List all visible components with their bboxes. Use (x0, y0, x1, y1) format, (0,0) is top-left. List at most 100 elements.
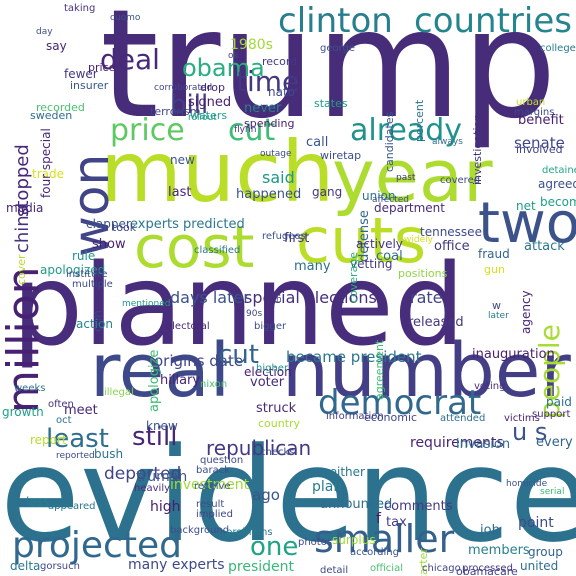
word-every: every (536, 435, 573, 450)
word-said: said (262, 168, 295, 187)
word-multiple: multiple (72, 279, 113, 290)
word-f: f (376, 511, 381, 527)
word-spending: spending (244, 117, 295, 130)
word-days-later: days later (170, 288, 250, 307)
word-democrat: democrat (318, 383, 482, 423)
word-least: least (46, 424, 109, 454)
word-last: last (168, 185, 192, 200)
word-union: union (362, 189, 396, 203)
word-positions: positions (398, 267, 448, 280)
word-projected: projected (12, 525, 182, 566)
word-barack: barack (196, 465, 231, 476)
word-taking: taking (64, 3, 96, 14)
word-time: time (236, 65, 300, 98)
word-margins: margins (514, 107, 555, 118)
word-united: united (520, 559, 559, 573)
word-terrorism: terrorism (150, 105, 201, 118)
word-wiretap: wiretap (320, 149, 362, 162)
word-support: support (532, 409, 571, 420)
word-voting: voting (474, 381, 506, 392)
word-agency: agency (519, 290, 533, 334)
word-urban: urban (516, 97, 546, 108)
word-refugees: refugees (262, 231, 306, 242)
word-delta: delta (10, 559, 41, 573)
word-investment: investment (170, 477, 250, 493)
word-evidence: evidence (0, 419, 576, 571)
word-fewer: fewer (64, 67, 98, 81)
word-cuomo: cuomo (110, 13, 141, 23)
word-tax: tax (386, 515, 407, 530)
word-higher: higher (256, 363, 289, 374)
word-paid: paid (546, 395, 572, 409)
word-often: often (48, 399, 74, 410)
word-point: point (518, 515, 554, 531)
word-many-experts: many experts (128, 557, 225, 573)
word-chicago: chicago (422, 563, 461, 574)
word-much: much (100, 123, 335, 221)
word-insurer: insurer (70, 79, 109, 92)
word-president: president (228, 559, 294, 575)
word-agreement: agreement (373, 339, 386, 400)
word-say: say (46, 39, 67, 53)
word-victims: victims (504, 413, 540, 424)
word-growth: growth (2, 405, 44, 419)
word-requirements: requirements (410, 435, 504, 451)
word-announced: announced (320, 497, 393, 512)
word-problems: problems (226, 527, 273, 538)
word-obamacare: obamacare (456, 565, 518, 576)
word-always: always (432, 137, 463, 147)
word-gun: gun (484, 263, 505, 276)
word-experts-predicted: experts predicted (130, 217, 245, 232)
word-republican: republican (206, 436, 312, 460)
word-gang: gang (312, 185, 343, 199)
word-one: one (250, 532, 299, 562)
word-hillary: hillary (160, 373, 201, 388)
word-knew: knew (146, 419, 178, 433)
word-s: s (258, 98, 270, 123)
word-deal: deal (100, 43, 160, 76)
word-corroborated: corroborated (154, 83, 213, 93)
word-vetting: vetting (350, 257, 393, 271)
word-origins-date: origins date (154, 352, 244, 370)
word-office: office (434, 239, 470, 254)
word-apologize: apologize (147, 349, 162, 412)
word-new: new (170, 153, 195, 167)
word-already: already (350, 113, 463, 148)
word-ok: ok (228, 51, 239, 61)
word-institute: institute (66, 269, 108, 280)
word-cut-2: cut (218, 340, 259, 370)
word-ago: ago (252, 486, 280, 504)
word-special-elections: special elections (244, 288, 377, 307)
word-electoral: electoral (166, 321, 210, 332)
word-cut: cut (228, 113, 276, 148)
word-widely: widely (404, 235, 433, 245)
word-planned: planned (12, 241, 465, 371)
word-economic: economic (364, 411, 418, 424)
word-photos: photos (298, 537, 333, 548)
word-deported: deported (104, 464, 182, 484)
word-invasion: invasion (456, 437, 511, 452)
word-according: according (350, 547, 399, 558)
word-agreed: agreed (538, 177, 576, 191)
word-rollout: rollout (188, 113, 217, 123)
word-number: number (282, 328, 571, 414)
word-classified: classified (194, 245, 241, 256)
word-u-s: u s (512, 418, 548, 446)
word-two: two (478, 191, 576, 256)
word-group: group (528, 545, 563, 559)
word-obama: obama (182, 54, 265, 82)
word-price: price (110, 113, 185, 148)
word-result: result (196, 499, 225, 510)
word-call: call (306, 135, 329, 150)
word-cover: cover (15, 254, 28, 285)
word-checks: checks (260, 447, 295, 458)
word-became-president: became president (286, 348, 422, 366)
word-information: information (326, 411, 384, 422)
word-waters: waters (190, 109, 228, 122)
word-george: george (320, 43, 356, 54)
word-report: report (30, 433, 67, 447)
word-recorded: recorded (36, 101, 85, 114)
word-trump: trump (100, 0, 557, 152)
word-many: many (294, 259, 331, 274)
